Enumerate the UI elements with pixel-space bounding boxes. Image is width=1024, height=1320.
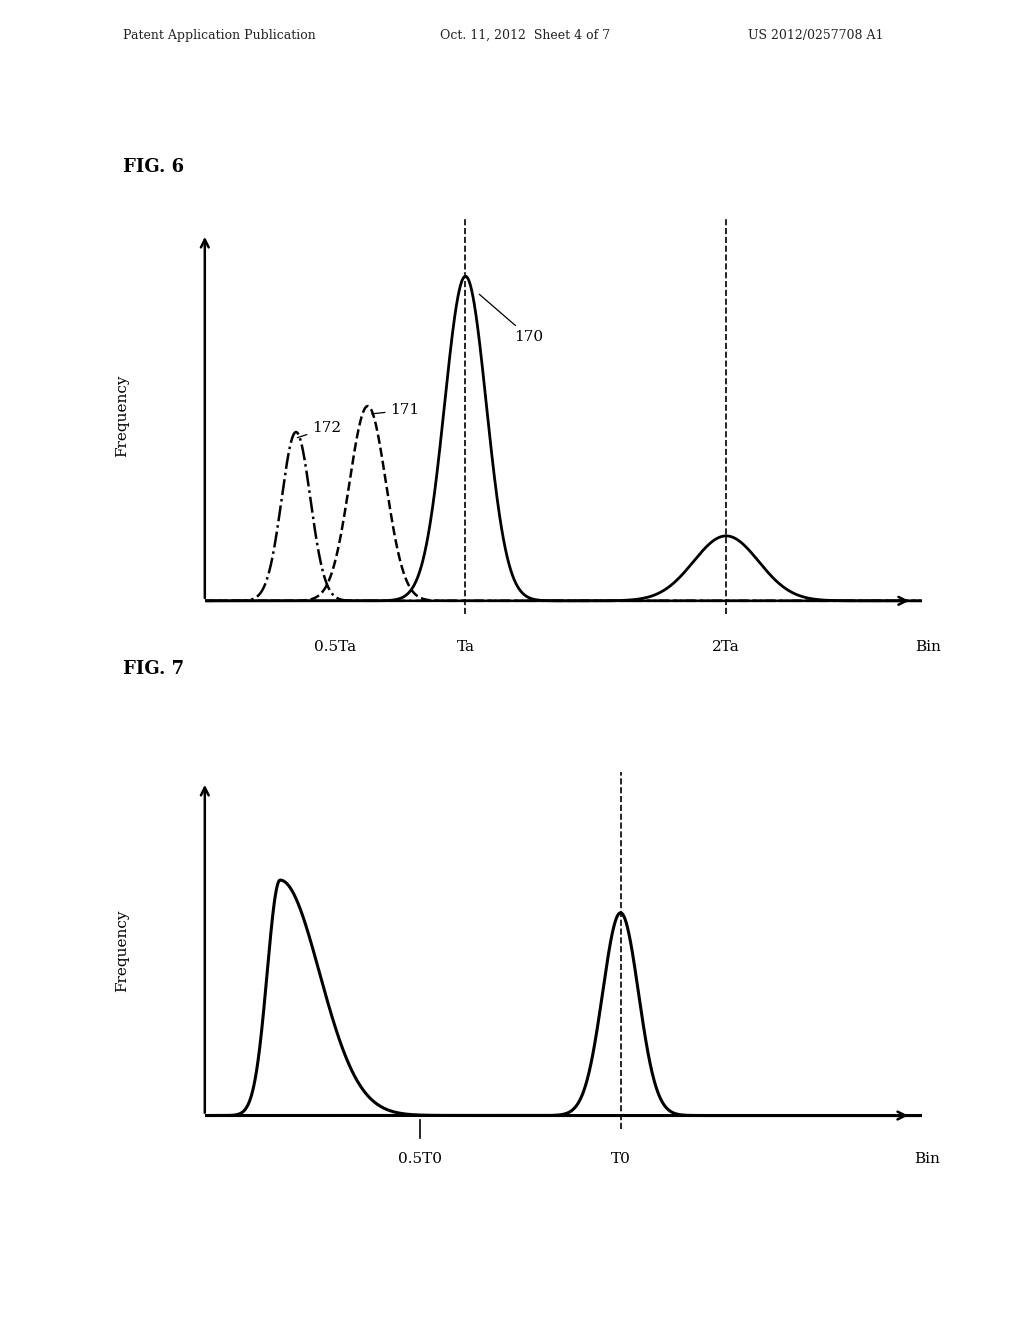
Text: 170: 170: [479, 294, 544, 345]
Text: Oct. 11, 2012  Sheet 4 of 7: Oct. 11, 2012 Sheet 4 of 7: [440, 29, 610, 42]
Text: Bin: Bin: [914, 1152, 940, 1166]
Text: FIG. 6: FIG. 6: [123, 158, 184, 177]
Text: Patent Application Publication: Patent Application Publication: [123, 29, 315, 42]
Text: 171: 171: [372, 403, 420, 417]
Text: Bin: Bin: [915, 639, 941, 653]
Text: US 2012/0257708 A1: US 2012/0257708 A1: [748, 29, 883, 42]
Text: 0.5T0: 0.5T0: [398, 1152, 441, 1166]
Text: 172: 172: [297, 421, 341, 438]
Text: FIG. 7: FIG. 7: [123, 660, 184, 678]
Text: Frequency: Frequency: [116, 909, 129, 991]
Text: T0: T0: [610, 1152, 631, 1166]
Text: 2Ta: 2Ta: [713, 639, 740, 653]
Text: 0.5Ta: 0.5Ta: [314, 639, 356, 653]
Text: Frequency: Frequency: [116, 375, 129, 457]
Text: Ta: Ta: [457, 639, 474, 653]
